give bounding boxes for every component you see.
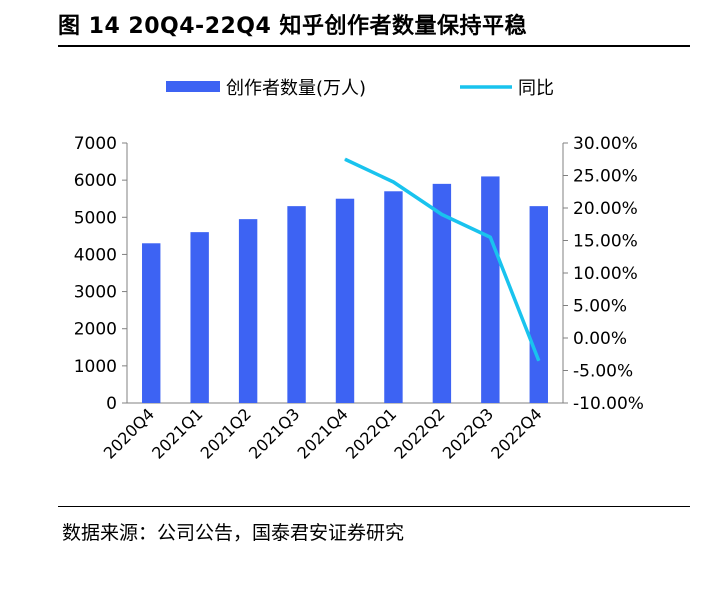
right-axis-tick-label: 0.00% — [573, 329, 627, 349]
x-axis-tick-label: 2021Q3 — [245, 404, 303, 462]
right-axis-tick-label: 30.00% — [573, 134, 638, 154]
x-axis-tick-label: 2021Q2 — [197, 404, 255, 462]
right-axis-tick-label: 15.00% — [573, 232, 638, 252]
legend-bar-swatch — [166, 81, 220, 92]
yoy-point — [392, 181, 394, 183]
x-axis-tick-label: 2021Q1 — [148, 404, 206, 462]
left-axis-tick-label: 0 — [106, 394, 117, 414]
title-divider — [58, 45, 690, 47]
right-axis-tick-label: -10.00% — [573, 394, 644, 414]
left-axis-tick-label: 6000 — [74, 171, 117, 191]
left-axis-tick-label: 7000 — [74, 134, 117, 154]
left-axis-tick-label: 5000 — [74, 208, 117, 228]
chart: 0 1000 2000 3000 4000 5000 6000 7000 -10.00% -5.0… — [74, 78, 644, 463]
right-axis-tick-label: 25.00% — [573, 167, 638, 187]
right-axis-tick-label: 5.00% — [573, 297, 627, 317]
legend-bar-label: 创作者数量(万人) — [226, 78, 366, 99]
left-axis-tick-label: 2000 — [74, 320, 117, 340]
legend-line-label: 同比 — [518, 78, 554, 99]
yoy-point — [344, 158, 346, 160]
right-axis-tick-label: -5.00% — [573, 362, 633, 382]
bar — [335, 198, 355, 403]
left-axis-tick-label: 4000 — [74, 245, 117, 265]
bar — [190, 232, 209, 403]
x-axis-tick-label: 2022Q3 — [439, 404, 497, 462]
bar — [287, 206, 306, 403]
bar — [481, 176, 500, 403]
bar — [432, 183, 452, 403]
figure-title: 图 14 20Q4-22Q4 知乎创作者数量保持平稳 — [58, 14, 527, 39]
bar — [384, 191, 403, 403]
yoy-point — [538, 360, 540, 362]
right-axis-tick-label: 10.00% — [573, 264, 638, 284]
yoy-point — [489, 236, 491, 238]
x-axis-tick-label: 2021Q4 — [293, 404, 351, 462]
left-axis-tick-label: 1000 — [74, 357, 117, 377]
bar — [238, 219, 258, 403]
bar — [142, 243, 161, 403]
yoy-point — [441, 214, 443, 215]
left-axis-tick-label: 3000 — [74, 283, 117, 303]
x-axis-tick-label: 2022Q1 — [342, 404, 400, 462]
x-axis-tick-label: 2022Q4 — [487, 404, 545, 462]
bar — [529, 206, 548, 403]
x-axis-tick-label: 2022Q2 — [390, 404, 448, 462]
source-note: 数据来源：公司公告，国泰君安证券研究 — [62, 522, 405, 544]
right-axis-tick-label: 20.00% — [573, 199, 638, 219]
source-divider — [58, 506, 690, 507]
